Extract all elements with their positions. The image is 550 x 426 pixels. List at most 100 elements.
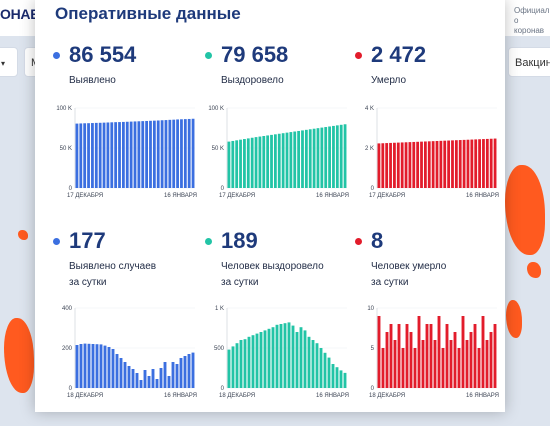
chart-bar [83, 123, 87, 188]
chart-bar [441, 348, 445, 388]
chart-bar [335, 367, 339, 388]
nav-vaccines-button[interactable]: Вакцин [508, 47, 550, 77]
chart-bar [299, 327, 303, 388]
chart-bar [377, 316, 381, 388]
chart-bar [91, 344, 95, 388]
chart-bar [115, 354, 119, 388]
chart-bar [461, 316, 465, 388]
chart-detected-daily: 400 200 018 ДЕКАБРЯ 16 ЯНВАРЯ [62, 306, 197, 399]
x-end-label: 16 ЯНВАРЯ [164, 193, 197, 199]
chart-bar [396, 142, 400, 188]
chart-bar [287, 322, 291, 388]
card-value: 86 554 [69, 42, 137, 67]
chart-bar [83, 343, 87, 388]
chart-bar [79, 123, 83, 188]
card-label: Человек умерло [371, 261, 447, 272]
chart-bar [489, 138, 493, 188]
y-tick-label: 2 K [365, 146, 374, 152]
chart-bar [297, 130, 301, 188]
chart-bar [408, 142, 412, 188]
chart-bar [293, 131, 297, 188]
chart-bar [187, 118, 191, 188]
chart-bar [163, 362, 167, 388]
chart-bar [339, 370, 343, 388]
chart-bar [439, 140, 443, 188]
chart-bar [243, 339, 247, 388]
status-dot [205, 52, 212, 59]
y-tick-label: 5 [371, 346, 375, 352]
card-sublabel: за сутки [69, 277, 107, 288]
chart-bar [75, 345, 79, 388]
map-fragment [4, 318, 34, 393]
chart-bar [331, 364, 335, 388]
chart-bar [289, 132, 293, 188]
nav-vaccines-label: Вакцин [515, 57, 550, 69]
chart-bar [473, 324, 477, 388]
map-fragment [505, 165, 545, 255]
chart-bar [247, 336, 251, 388]
chart-bar [239, 139, 242, 188]
nav-dropdown-button[interactable]: ▾ [0, 47, 18, 77]
chart-bar [227, 141, 231, 188]
map-fragment [527, 262, 541, 278]
chart-bar [327, 357, 331, 388]
chart-deaths-daily: 10 5 018 ДЕКАБРЯ 16 ЯНВАРЯ [367, 306, 499, 399]
chart-bar [397, 324, 401, 388]
chart-bar [111, 349, 115, 388]
chart-bar [435, 141, 439, 188]
chart-bar [235, 343, 239, 388]
chart-bar [131, 369, 135, 388]
chart-bar [343, 124, 347, 188]
chart-bar [172, 119, 176, 188]
chart-bar [466, 139, 470, 188]
chart-bar [255, 333, 259, 388]
chart-bar [377, 143, 381, 188]
chart-bar [164, 120, 168, 188]
chart-bar [103, 345, 107, 388]
operational-data-modal: Оперативные данные 86 554 Выявлено 100 K… [35, 0, 505, 412]
chart-bar [413, 348, 417, 388]
chart-bar [401, 348, 405, 388]
chart-bar [127, 366, 131, 388]
chart-bar [160, 120, 164, 188]
card-label: Умерло [371, 75, 407, 86]
chart-recovered-daily: 1 K 500 018 ДЕКАБРЯ 16 ЯНВАРЯ [214, 306, 349, 399]
chart-bar [121, 121, 125, 188]
chart-bar [457, 348, 461, 388]
x-start-label: 17 ДЕКАБРЯ [67, 193, 103, 199]
chart-bar [304, 129, 308, 188]
x-end-label: 16 ЯНВАРЯ [466, 393, 499, 399]
chart-bar [312, 128, 316, 188]
y-tick-label: 0 [371, 186, 375, 192]
chart-bar [98, 122, 102, 188]
chart-bar [291, 325, 295, 388]
status-dot [53, 52, 60, 59]
chart-bar [183, 356, 187, 388]
x-end-label: 16 ЯНВАРЯ [316, 193, 349, 199]
chart-bar [266, 135, 270, 188]
official-line-2: о коронав [514, 16, 545, 35]
chart-bar [271, 327, 275, 388]
chart-bar [423, 141, 427, 188]
chart-bar [307, 336, 311, 388]
x-start-label: 18 ДЕКАБРЯ [67, 393, 103, 399]
chart-bar [133, 121, 137, 188]
chart-bar [191, 118, 195, 188]
chart-bar [106, 122, 110, 188]
chart-bar [143, 370, 147, 388]
y-tick-label: 4 K [365, 106, 374, 112]
chart-bar [431, 141, 435, 188]
chart-bar [135, 373, 139, 388]
chart-bar [443, 140, 447, 188]
official-line-1: Официал [514, 6, 550, 15]
y-tick-label: 0 [221, 386, 225, 392]
y-tick-label: 0 [221, 186, 225, 192]
chart-bar [102, 122, 106, 188]
chart-bar [235, 140, 239, 188]
chart-bar [99, 344, 103, 388]
x-start-label: 18 ДЕКАБРЯ [369, 393, 405, 399]
chart-bar [449, 340, 453, 388]
chart-bar [295, 332, 299, 388]
chart-bar [87, 343, 91, 388]
chart-bar [149, 120, 152, 188]
